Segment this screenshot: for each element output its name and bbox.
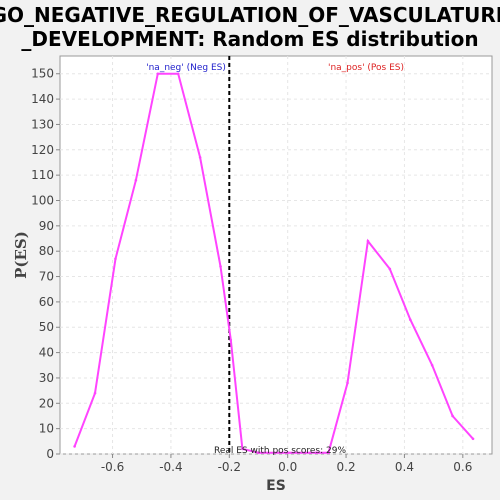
y-tick-label: 130 [31, 117, 54, 131]
chart-title-line2: _DEVELOPMENT: Random ES distribution [21, 27, 478, 51]
series-point [451, 414, 454, 418]
series-point [114, 257, 117, 261]
y-axis-ticks: 0 10 20 30 40 50 60 70 80 90 100 110 120 130 140 150 [31, 67, 60, 461]
series-point [327, 451, 330, 455]
series-point [176, 72, 180, 76]
y-tick-label: 100 [31, 193, 54, 207]
y-tick-label: 10 [39, 422, 54, 436]
x-tick-label: 0.4 [395, 460, 414, 474]
y-tick-label: 70 [39, 270, 54, 284]
series-point [286, 451, 289, 455]
y-tick-label: 20 [39, 396, 54, 410]
x-tick-label: -0.4 [159, 460, 182, 474]
y-tick-label: 120 [31, 143, 54, 157]
series-point [219, 265, 222, 268]
x-tick-label: -0.6 [101, 460, 124, 474]
series-point [134, 178, 138, 182]
series-point [346, 381, 349, 385]
series-point [257, 451, 260, 455]
y-tick-label: 60 [39, 295, 54, 309]
series-point [198, 156, 202, 159]
x-tick-label: 0.0 [278, 460, 297, 474]
series-point [229, 338, 233, 342]
y-axis-label: P(ES) [12, 231, 30, 279]
x-tick-label: 0.2 [337, 460, 356, 474]
series-point [315, 451, 319, 455]
y-tick-label: 80 [39, 244, 54, 258]
y-tick-label: 40 [39, 346, 54, 360]
series-point [388, 267, 392, 271]
y-tick-label: 90 [39, 219, 54, 233]
y-tick-label: 0 [46, 447, 54, 461]
series-point [73, 445, 76, 448]
x-axis-label: ES [266, 478, 286, 494]
series-point [93, 391, 97, 395]
series-point [156, 72, 160, 76]
grid-lines [60, 56, 492, 455]
neg-es-label: 'na_neg' (Neg ES) [146, 63, 226, 73]
x-tick-label: 0.6 [453, 460, 472, 474]
y-tick-label: 110 [31, 168, 54, 182]
series-point [471, 437, 475, 441]
y-tick-label: 50 [39, 320, 54, 334]
pos-es-label: 'na_pos' (Pos ES) [328, 63, 404, 73]
chart-title-line1: GO_NEGATIVE_REGULATION_OF_VASCULATURE [0, 3, 500, 27]
y-tick-label: 150 [31, 67, 54, 81]
y-tick-label: 30 [39, 371, 54, 385]
series-point [241, 447, 244, 451]
y-tick-label: 140 [31, 92, 54, 106]
series-point [430, 363, 434, 367]
x-axis-ticks: -0.6 -0.4 -0.2 0.0 0.2 0.4 0.6 [101, 454, 472, 474]
series-point [408, 318, 412, 321]
x-tick-label: -0.2 [218, 460, 241, 474]
series-points [73, 72, 475, 455]
series-point [366, 239, 370, 243]
plot-area [59, 55, 493, 455]
real-es-note: Real ES with pos scores: 29% [214, 446, 346, 456]
